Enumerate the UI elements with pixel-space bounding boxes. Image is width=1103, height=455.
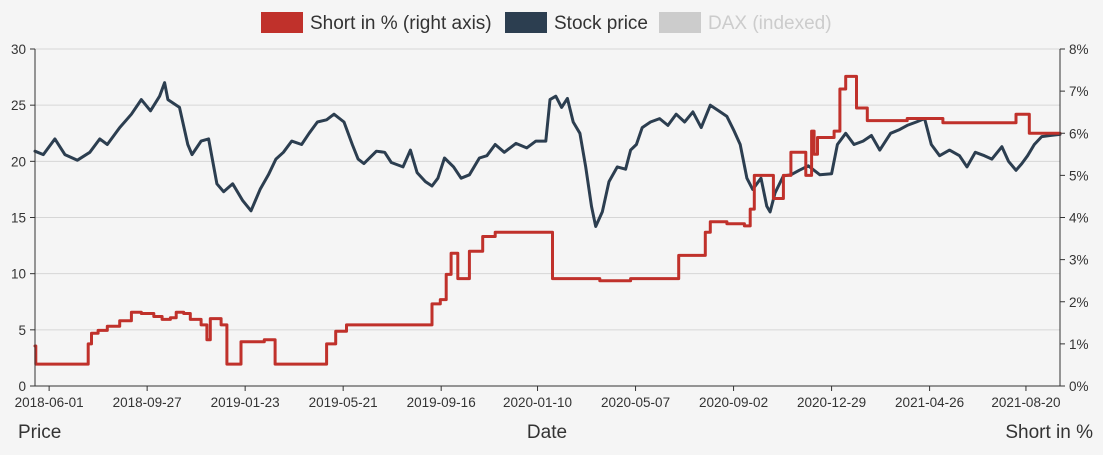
x-tick-label: 2020-05-07 xyxy=(601,395,670,410)
x-tick-label: 2019-05-21 xyxy=(309,395,378,410)
y-axis-left-title: Price xyxy=(18,422,61,443)
stock-price-line xyxy=(33,81,1062,228)
legend-label: Stock price xyxy=(554,13,648,34)
y-right-tick-label: 1% xyxy=(1069,337,1089,352)
x-tick-label: 2018-06-01 xyxy=(15,395,84,410)
x-axis-title: Date xyxy=(527,422,567,443)
legend-label: Short in % (right axis) xyxy=(310,13,492,34)
y-axis-right-title: Short in % xyxy=(1005,422,1093,443)
axes: 0 5 10 15 20 25 30 0% 1% 2% 3% 4% 5% 6% 7% 8% 2018-06-01… xyxy=(11,42,1089,410)
series-layer xyxy=(33,74,1062,366)
y-left-tick-label: 5 xyxy=(18,323,26,338)
legend: Short in % (right axis) Stock price DAX (i… xyxy=(261,12,832,34)
x-tick-label: 2018-09-27 xyxy=(113,395,182,410)
x-tick-label: 2020-01-10 xyxy=(503,395,572,410)
y-left-tick-label: 30 xyxy=(11,42,26,57)
x-tick-label: 2020-09-02 xyxy=(699,395,768,410)
x-tick-label: 2019-01-23 xyxy=(211,395,280,410)
short-in-right-axis-line xyxy=(33,74,1062,366)
y-left-tick-label: 0 xyxy=(18,379,26,394)
legend-label: DAX (indexed) xyxy=(708,13,832,34)
legend-swatch xyxy=(659,12,701,33)
y-right-tick-label: 6% xyxy=(1069,126,1089,141)
y-right-tick-label: 5% xyxy=(1069,168,1089,183)
x-tick-label: 2019-09-16 xyxy=(407,395,476,410)
legend-swatch xyxy=(505,12,547,33)
y-right-tick-label: 3% xyxy=(1069,253,1089,268)
y-left-tick-label: 10 xyxy=(11,267,26,282)
y-right-tick-label: 4% xyxy=(1069,211,1089,226)
x-tick-label: 2020-12-29 xyxy=(797,395,866,410)
y-left-tick-label: 25 xyxy=(11,98,26,113)
y-left-tick-label: 20 xyxy=(11,154,26,169)
grid xyxy=(35,48,1060,387)
y-right-tick-label: 8% xyxy=(1069,42,1089,57)
y-right-tick-label: 0% xyxy=(1069,379,1089,394)
x-tick-label: 2021-08-20 xyxy=(991,395,1060,410)
y-right-tick-label: 7% xyxy=(1069,84,1089,99)
legend-swatch xyxy=(261,12,303,33)
y-left-tick-label: 15 xyxy=(11,211,26,226)
y-right-tick-label: 2% xyxy=(1069,295,1089,310)
x-tick-label: 2021-04-26 xyxy=(895,395,964,410)
